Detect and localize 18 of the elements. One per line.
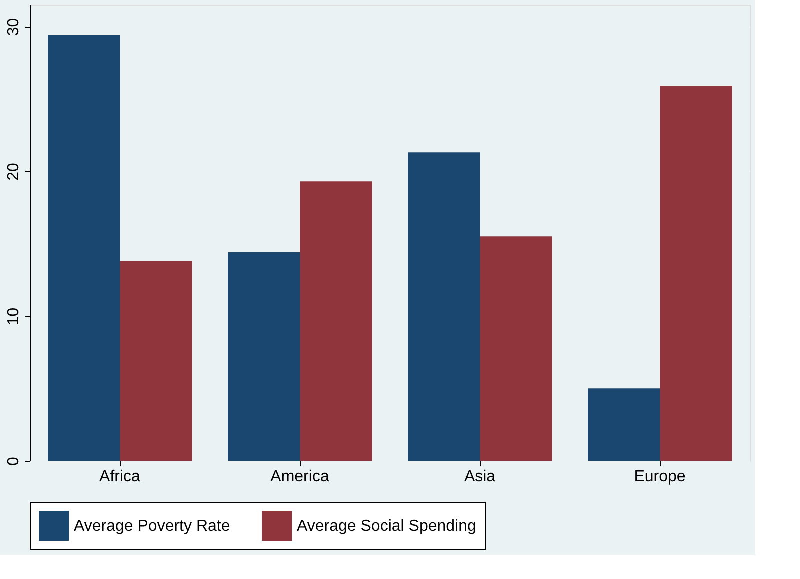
x-tick-label: Europe: [634, 468, 686, 486]
x-tick-label: Asia: [464, 468, 496, 486]
bar: [300, 182, 372, 461]
x-tick-label: Africa: [100, 468, 141, 486]
bar: [48, 35, 120, 461]
bar: [120, 261, 192, 461]
legend-label: Average Social Spending: [297, 518, 476, 535]
bar: [660, 86, 732, 461]
bar: [588, 388, 660, 461]
y-tick-label: 0: [6, 456, 22, 466]
legend-label: Average Poverty Rate: [74, 518, 230, 535]
bar: [408, 152, 480, 461]
x-tick-label: America: [270, 468, 330, 486]
bar: [480, 236, 552, 461]
y-tick-label: 30: [6, 18, 22, 36]
y-tick-label: 10: [6, 308, 22, 326]
y-tick-label: 20: [6, 162, 22, 181]
bar: [228, 252, 300, 461]
